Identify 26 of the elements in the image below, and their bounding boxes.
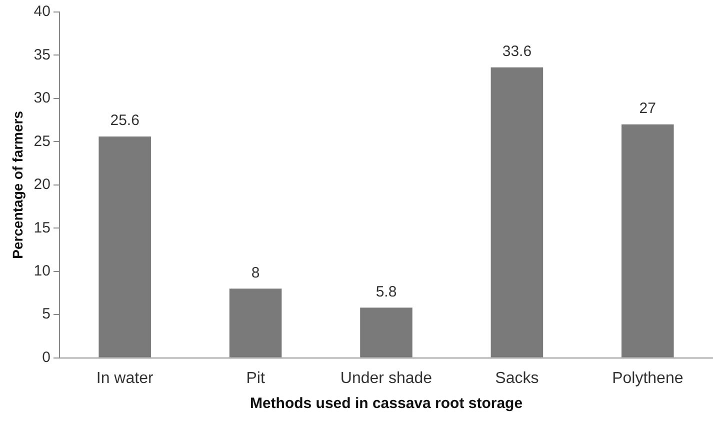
y-tick-label: 0 (42, 348, 50, 366)
y-tick-label: 25 (34, 132, 50, 150)
x-axis-title: Methods used in cassava root storage (250, 395, 523, 412)
y-tick-label: 40 (34, 3, 50, 20)
bar (98, 136, 151, 358)
y-tick-label: 5 (42, 306, 50, 323)
x-tick-label: Sacks (495, 370, 539, 387)
data-label: 5.8 (376, 283, 397, 300)
data-label: 25.6 (110, 112, 140, 130)
y-axis-title: Percentage of farmers (9, 110, 26, 259)
y-tick-label: 15 (34, 219, 50, 236)
y-tick-label: 35 (34, 46, 50, 64)
data-label: 27 (639, 100, 656, 118)
bar (490, 67, 544, 358)
data-label: 33.6 (502, 42, 532, 60)
x-tick-label: Pit (246, 370, 266, 387)
data-label: 8 (251, 264, 260, 282)
x-tick-label: Under shade (340, 370, 432, 387)
bar (360, 308, 412, 358)
x-tick-label: Polythene (612, 370, 684, 387)
bar (229, 288, 282, 358)
y-tick-label: 10 (34, 262, 50, 280)
bar (622, 124, 674, 358)
y-tick-label: 30 (34, 90, 50, 107)
x-tick-label: In water (96, 370, 154, 387)
y-tick-label: 20 (34, 176, 50, 194)
